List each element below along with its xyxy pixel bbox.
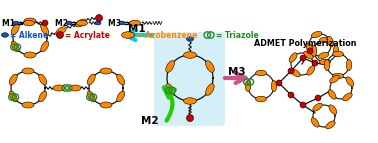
- Ellipse shape: [166, 84, 174, 95]
- Ellipse shape: [311, 45, 317, 56]
- Ellipse shape: [326, 121, 335, 129]
- Ellipse shape: [324, 59, 330, 70]
- Ellipse shape: [24, 52, 36, 58]
- Ellipse shape: [23, 20, 34, 26]
- Ellipse shape: [9, 91, 17, 102]
- Text: M2: M2: [141, 116, 159, 126]
- Ellipse shape: [183, 98, 197, 104]
- Circle shape: [288, 68, 294, 74]
- Ellipse shape: [313, 103, 322, 111]
- Circle shape: [315, 95, 321, 101]
- Ellipse shape: [69, 85, 81, 91]
- Ellipse shape: [256, 96, 266, 102]
- Ellipse shape: [76, 19, 87, 27]
- Circle shape: [56, 31, 64, 38]
- Text: = Triazole: = Triazole: [216, 30, 259, 39]
- Ellipse shape: [327, 36, 333, 47]
- Circle shape: [42, 20, 48, 26]
- Ellipse shape: [39, 74, 47, 85]
- Ellipse shape: [329, 105, 337, 114]
- Ellipse shape: [66, 21, 72, 25]
- Ellipse shape: [343, 93, 352, 101]
- Ellipse shape: [53, 85, 65, 91]
- Ellipse shape: [333, 51, 344, 57]
- Ellipse shape: [346, 77, 354, 86]
- Ellipse shape: [183, 52, 197, 58]
- Ellipse shape: [271, 81, 277, 92]
- Ellipse shape: [318, 52, 329, 59]
- Circle shape: [300, 102, 306, 108]
- Ellipse shape: [333, 73, 344, 79]
- Ellipse shape: [87, 74, 95, 85]
- Ellipse shape: [41, 24, 49, 35]
- Text: = Acrylate: = Acrylate: [65, 30, 110, 39]
- Ellipse shape: [9, 74, 17, 85]
- Ellipse shape: [333, 45, 339, 56]
- Ellipse shape: [22, 68, 34, 74]
- Ellipse shape: [346, 59, 352, 70]
- Ellipse shape: [307, 66, 315, 75]
- Ellipse shape: [206, 61, 214, 72]
- Ellipse shape: [206, 84, 214, 95]
- Circle shape: [307, 48, 313, 54]
- Ellipse shape: [76, 20, 87, 26]
- Ellipse shape: [291, 69, 300, 77]
- Circle shape: [276, 80, 282, 86]
- Text: = Azobenzene: = Azobenzene: [136, 30, 197, 39]
- Ellipse shape: [13, 21, 19, 25]
- Text: M2 =: M2 =: [55, 18, 77, 27]
- Ellipse shape: [328, 90, 336, 99]
- Circle shape: [312, 60, 318, 66]
- Ellipse shape: [11, 24, 19, 35]
- Ellipse shape: [100, 102, 112, 108]
- Ellipse shape: [39, 91, 47, 102]
- Text: M3: M3: [228, 67, 246, 77]
- Ellipse shape: [121, 32, 135, 38]
- Circle shape: [186, 115, 194, 122]
- Ellipse shape: [186, 37, 194, 41]
- Ellipse shape: [95, 21, 101, 25]
- Ellipse shape: [245, 81, 251, 92]
- Ellipse shape: [56, 27, 66, 35]
- Text: M1 =: M1 =: [2, 18, 24, 27]
- Ellipse shape: [41, 41, 49, 52]
- Ellipse shape: [319, 37, 330, 43]
- Text: M3 =: M3 =: [108, 18, 130, 27]
- Ellipse shape: [11, 41, 19, 52]
- Ellipse shape: [87, 91, 95, 102]
- Ellipse shape: [256, 70, 266, 76]
- Ellipse shape: [289, 53, 297, 62]
- Ellipse shape: [304, 51, 313, 59]
- Text: M1: M1: [128, 24, 146, 34]
- Ellipse shape: [24, 18, 36, 24]
- Ellipse shape: [117, 74, 125, 85]
- Circle shape: [300, 55, 306, 61]
- Text: ADMET Polymerization: ADMET Polymerization: [254, 38, 356, 47]
- Circle shape: [288, 92, 294, 98]
- Ellipse shape: [2, 33, 8, 37]
- Ellipse shape: [319, 59, 330, 65]
- Ellipse shape: [100, 68, 112, 74]
- Ellipse shape: [307, 43, 313, 54]
- Ellipse shape: [166, 61, 174, 72]
- Ellipse shape: [311, 118, 319, 127]
- FancyBboxPatch shape: [154, 32, 225, 126]
- Ellipse shape: [22, 102, 34, 108]
- Ellipse shape: [117, 91, 125, 102]
- Text: = Alkene: = Alkene: [10, 30, 48, 39]
- Ellipse shape: [119, 21, 125, 25]
- Ellipse shape: [130, 20, 141, 26]
- Circle shape: [96, 14, 102, 21]
- Ellipse shape: [330, 75, 339, 83]
- Ellipse shape: [311, 31, 322, 38]
